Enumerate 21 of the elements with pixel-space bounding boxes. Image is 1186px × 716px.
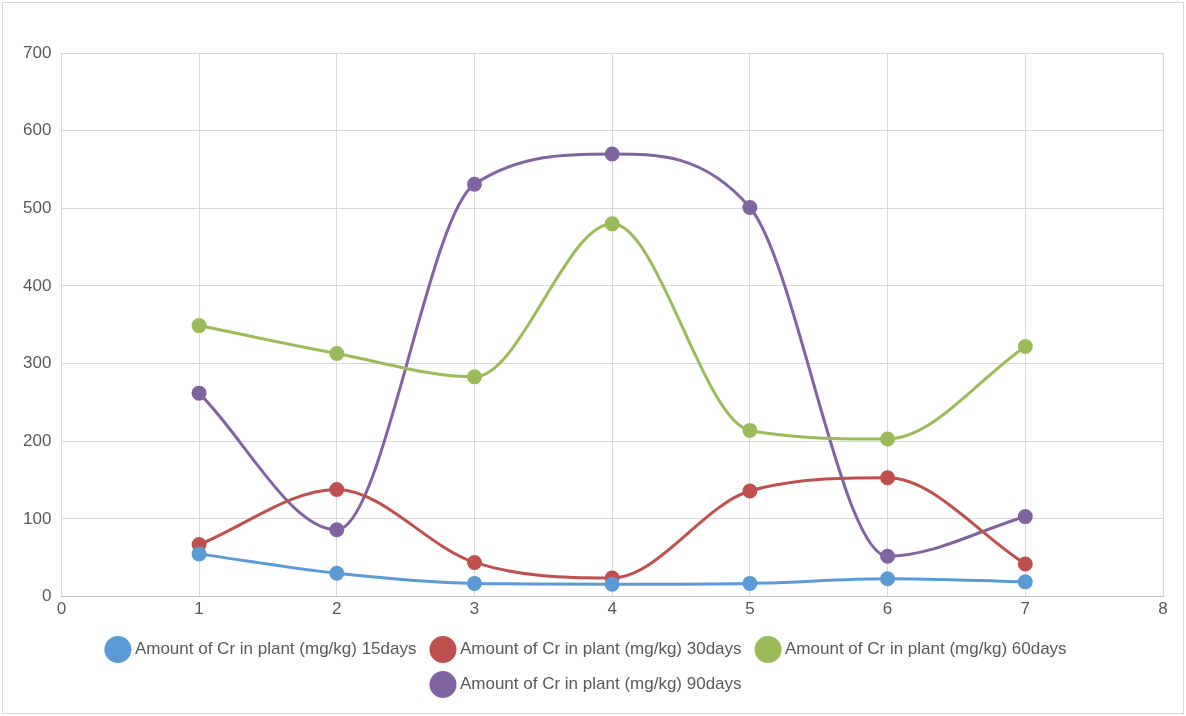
legend-label: Amount of Cr in plant (mg/kg) 90days xyxy=(459,674,742,694)
legend-label: Amount of Cr in plant (mg/kg) 30days xyxy=(459,639,742,659)
legend-label: Amount of Cr in plant (mg/kg) 60days xyxy=(785,639,1067,659)
x-tick-label: 2 xyxy=(332,599,342,619)
y-tick-label: 400 xyxy=(22,275,52,295)
y-tick-label: 200 xyxy=(22,430,52,450)
x-tick-label: 6 xyxy=(882,599,893,619)
x-tick-label: 5 xyxy=(745,599,755,619)
x-tick-label: 4 xyxy=(607,599,617,619)
y-tick-label: 700 xyxy=(22,42,52,62)
y-tick-label: 100 xyxy=(22,508,52,528)
legend-label: Amount of Cr in plant (mg/kg) 15days xyxy=(134,639,417,659)
y-tick-label: 500 xyxy=(22,198,52,217)
y-tick-label: 300 xyxy=(22,353,52,373)
x-tick-label: 0 xyxy=(56,599,67,619)
y-tick-label: 600 xyxy=(22,120,52,140)
x-tick-label: 7 xyxy=(1020,599,1031,619)
x-tick-label: 1 xyxy=(194,599,204,619)
x-tick-label: 3 xyxy=(469,599,480,619)
y-tick-label: 0 xyxy=(41,586,52,606)
x-tick-label: 8 xyxy=(1158,599,1168,619)
